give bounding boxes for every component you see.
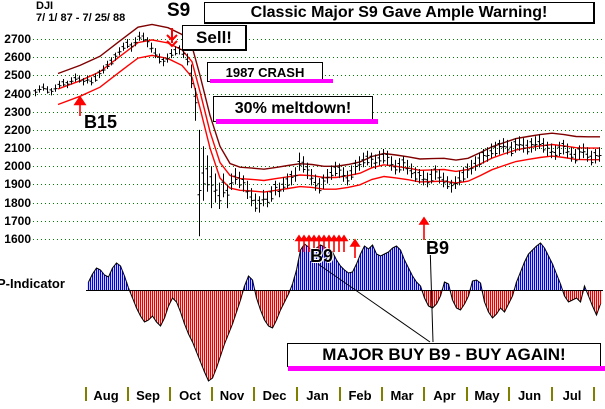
month-separator-tick: [169, 387, 171, 401]
month-separator-tick: [339, 387, 341, 401]
price-axis-tick-label: 2500: [4, 68, 31, 83]
month-separator-tick: [381, 387, 383, 401]
b9-jan-signal-label: B9: [310, 246, 334, 266]
price-axis-tick-label: 2200: [4, 122, 31, 137]
s9-signal-label: S9: [167, 0, 191, 21]
price-axis-tick-label: 2600: [4, 50, 31, 65]
buy-arrow-icon: [334, 234, 344, 252]
price-axis-tick-label: 2400: [4, 86, 31, 101]
buy-callout-line: [429, 243, 434, 343]
month-label-may: May: [474, 388, 500, 403]
meltdown-underline: [216, 119, 378, 124]
indicator-pane-label: P-Indicator: [0, 276, 65, 291]
month-separator-tick: [211, 387, 213, 401]
indicator-envelope-line: [88, 242, 601, 382]
indicator-positive-bars: [87, 243, 586, 290]
month-separator-tick: [423, 387, 425, 401]
symbol-label: DJI: [36, 0, 54, 12]
price-axis-tick-label: 2000: [4, 159, 31, 174]
month-separator-tick: [508, 387, 510, 401]
major-buy-annotation-box: MAJOR BUY B9 - BUY AGAIN!: [287, 343, 601, 367]
month-label-jun: Jun: [517, 388, 542, 403]
month-label-feb: Feb: [348, 388, 372, 403]
price-axis-tick-label: 2100: [4, 141, 31, 156]
month-label-sep: Sep: [136, 388, 160, 403]
month-label-apr: Apr: [433, 388, 456, 403]
date-range-label: 7/ 1/ 87 - 7/ 25/ 88: [36, 12, 126, 24]
price-axis-tick-label: 1900: [4, 177, 31, 192]
buy-arrow-icon: [73, 95, 87, 116]
month-label-jul: Jul: [562, 388, 582, 403]
meltdown-annotation-box: 30% meltdown!: [213, 96, 373, 122]
price-axis-tick-label: 1700: [4, 213, 31, 228]
month-separator-tick: [593, 387, 595, 401]
month-separator-tick: [253, 387, 255, 401]
price-axis-tick-label: 1600: [4, 232, 31, 246]
crash-underline: [210, 79, 333, 83]
month-separator-tick: [85, 387, 87, 401]
price-axis-tick-label: 2700: [4, 32, 31, 46]
buy-callout-line: [317, 263, 431, 343]
price-axis-tick-label: 1800: [4, 195, 31, 210]
sell-annotation-box: Sell!: [182, 25, 247, 51]
month-label-nov: Nov: [219, 388, 245, 403]
month-label-dec: Dec: [262, 388, 287, 403]
month-separator-tick: [296, 387, 298, 401]
buy-arrow-icon: [339, 234, 349, 252]
b9-mar-signal-label: B9: [426, 238, 450, 258]
month-label-jan: Jan: [306, 388, 329, 403]
buy-arrow-icon: [418, 216, 430, 240]
price-axis-tick-label: 2300: [4, 104, 31, 119]
month-separator-tick: [127, 387, 129, 401]
month-label-oct: Oct: [179, 388, 201, 403]
buy-arrow-icon: [349, 238, 361, 258]
b15-signal-label: B15: [84, 112, 118, 132]
month-label-mar: Mar: [390, 388, 414, 403]
chart-title-box: Classic Major S9 Gave Ample Warning!: [204, 2, 595, 24]
month-separator-tick: [551, 387, 553, 401]
price-bars: [33, 31, 602, 237]
month-label-aug: Aug: [93, 388, 119, 403]
sell-arrow-icon: [166, 28, 178, 48]
lower-band-line: [57, 54, 600, 193]
month-separator-tick: [466, 387, 468, 401]
major-buy-underline: [288, 366, 605, 371]
